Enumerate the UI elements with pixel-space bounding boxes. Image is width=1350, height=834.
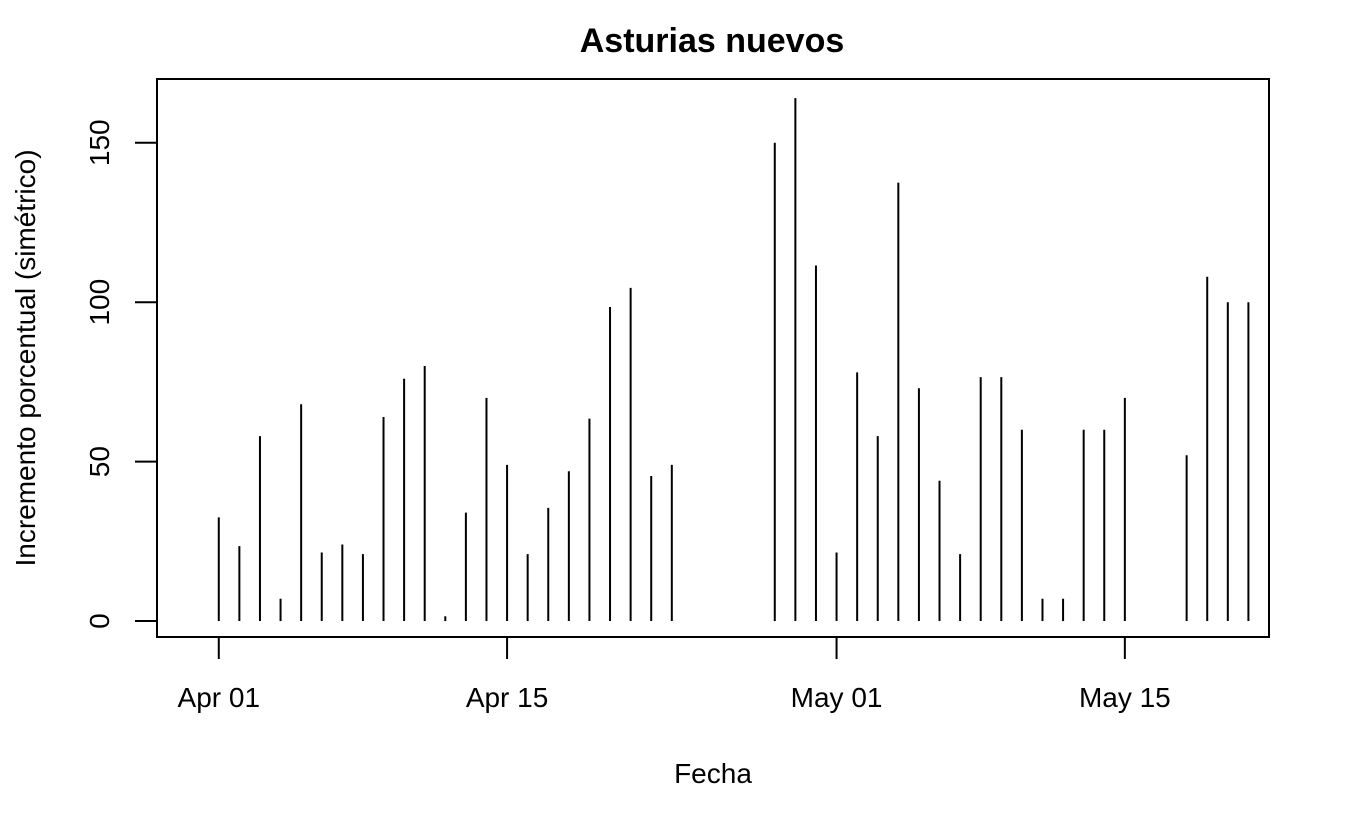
x-tick-label: May 15 [1079, 682, 1171, 713]
chart-title: Asturias nuevos [580, 22, 845, 60]
y-axis: 0 50 100 150 [84, 119, 157, 629]
x-axis-label: Fecha [674, 758, 752, 789]
bars [217, 98, 1250, 622]
y-tick-label: 100 [84, 279, 115, 326]
y-tick-label: 50 [84, 446, 115, 477]
x-tick-label: May 01 [791, 682, 883, 713]
x-tick-label: Apr 01 [178, 682, 261, 713]
y-tick-label: 0 [84, 613, 115, 629]
x-tick-label: Apr 15 [466, 682, 549, 713]
y-axis-label: Incremento porcentual (simétrico) [10, 149, 41, 566]
plot-frame [156, 78, 1270, 638]
x-axis: Apr 01 Apr 15 May 01 May 15 [178, 637, 1171, 713]
y-tick-label: 150 [84, 119, 115, 166]
